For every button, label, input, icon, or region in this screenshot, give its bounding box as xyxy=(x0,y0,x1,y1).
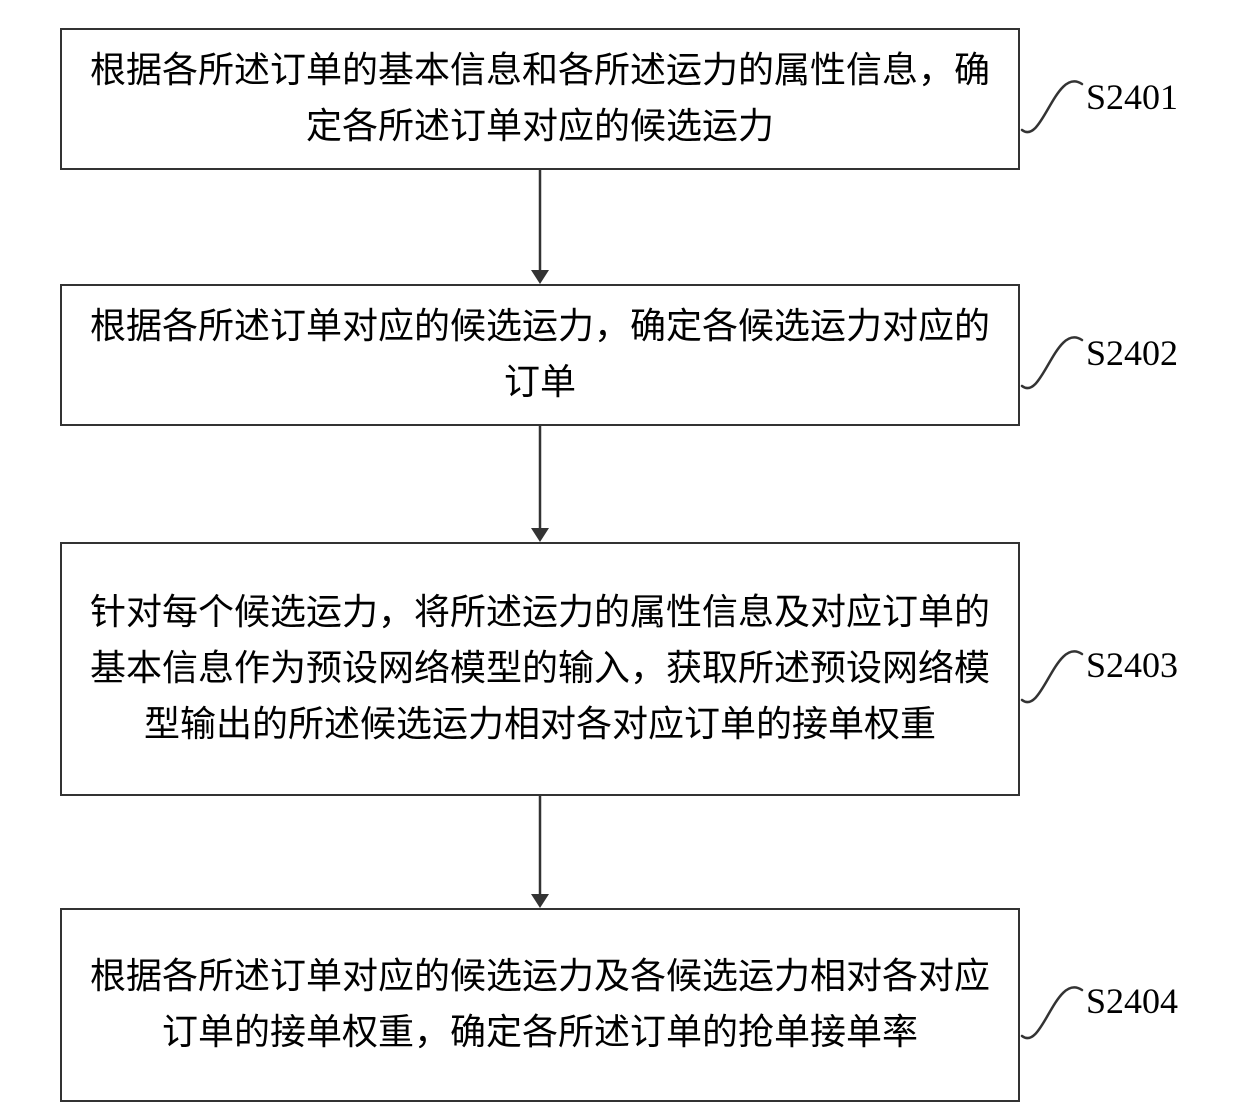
step-label-s2404: S2404 xyxy=(1086,980,1178,1022)
connector-brace xyxy=(1020,644,1084,706)
flow-arrow xyxy=(520,796,560,908)
flow-node-text: 根据各所述订单对应的候选运力及各候选运力相对各对应订单的接单权重，确定各所述订单… xyxy=(86,949,994,1061)
connector-brace xyxy=(1020,330,1084,392)
step-label-s2401: S2401 xyxy=(1086,76,1178,118)
flow-arrow xyxy=(520,426,560,542)
connector-brace xyxy=(1020,74,1084,136)
flow-node-n1: 根据各所述订单的基本信息和各所述运力的属性信息，确定各所述订单对应的候选运力 xyxy=(60,28,1020,170)
flow-node-text: 根据各所述订单的基本信息和各所述运力的属性信息，确定各所述订单对应的候选运力 xyxy=(86,43,994,155)
flow-node-text: 针对每个候选运力，将所述运力的属性信息及对应订单的基本信息作为预设网络模型的输入… xyxy=(86,585,994,752)
flow-arrow xyxy=(520,170,560,284)
flowchart-canvas: 根据各所述订单的基本信息和各所述运力的属性信息，确定各所述订单对应的候选运力 S2… xyxy=(0,0,1240,1109)
flow-node-n2: 根据各所述订单对应的候选运力，确定各候选运力对应的订单 xyxy=(60,284,1020,426)
connector-brace xyxy=(1020,980,1084,1042)
flow-node-n4: 根据各所述订单对应的候选运力及各候选运力相对各对应订单的接单权重，确定各所述订单… xyxy=(60,908,1020,1102)
flow-node-text: 根据各所述订单对应的候选运力，确定各候选运力对应的订单 xyxy=(86,299,994,411)
step-label-s2403: S2403 xyxy=(1086,644,1178,686)
step-label-s2402: S2402 xyxy=(1086,332,1178,374)
flow-node-n3: 针对每个候选运力，将所述运力的属性信息及对应订单的基本信息作为预设网络模型的输入… xyxy=(60,542,1020,796)
